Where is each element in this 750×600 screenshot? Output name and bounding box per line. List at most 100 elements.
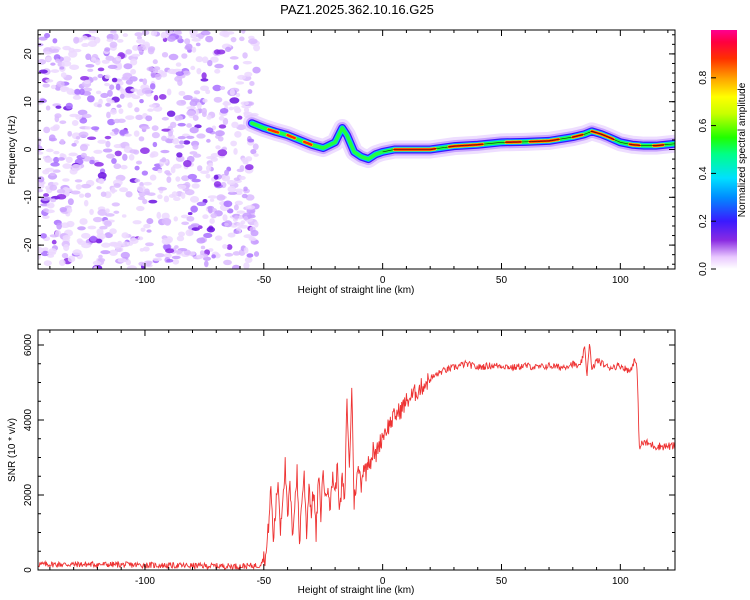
noise-blob (252, 66, 261, 74)
noise-blob (95, 59, 101, 66)
noise-blob (185, 43, 193, 51)
noise-blob (226, 179, 236, 185)
noise-blob (247, 138, 255, 143)
noise-blob (144, 188, 150, 195)
noise-blob (229, 88, 235, 96)
noise-blob (97, 67, 105, 72)
noise-blob (42, 215, 50, 219)
noise-blob (101, 242, 111, 248)
noise-blob (231, 264, 241, 269)
noise-blob (205, 35, 214, 43)
noise-blob (182, 94, 193, 101)
noise-blob (206, 226, 216, 233)
noise-blob (62, 163, 72, 169)
noise-blob (171, 255, 181, 260)
noise-blob (72, 95, 82, 100)
noise-blob (163, 195, 170, 203)
noise-blob (149, 153, 155, 158)
noise-blob (143, 181, 152, 186)
noise-blob (148, 199, 158, 204)
noise-blob (93, 266, 98, 269)
noise-blob (245, 194, 255, 201)
noise-blob (146, 229, 152, 233)
noise-blob (81, 43, 90, 48)
noise-blob (177, 184, 187, 190)
noise-blob (67, 255, 76, 263)
snr-x-tick-label: 100 (612, 576, 629, 587)
noise-blob (75, 114, 83, 120)
noise-blob (160, 72, 168, 78)
snr-x-label: Height of straight line (km) (298, 585, 415, 596)
spectrogram-y-tick-label: 0 (23, 146, 34, 152)
noise-blob (151, 131, 160, 139)
noise-blob (111, 157, 117, 164)
noise-blob (129, 76, 138, 82)
noise-blob (212, 84, 222, 92)
colorbar-label: Normalized spectral amplitude (737, 82, 748, 217)
noise-blob (97, 139, 107, 144)
noise-blob (79, 117, 88, 124)
noise-blob (146, 66, 155, 72)
noise-blob (120, 251, 130, 259)
noise-blob (153, 94, 159, 101)
snr-x-tick-label: -50 (257, 576, 272, 587)
noise-blob (111, 202, 121, 207)
noise-blob (77, 109, 88, 116)
colorbar-tick-label: 0.8 (698, 70, 709, 84)
noise-blob (166, 258, 174, 263)
noise-blob (142, 78, 148, 85)
noise-blob (190, 65, 196, 71)
noise-blob (86, 36, 95, 41)
noise-blob (247, 89, 253, 94)
noise-blob (106, 97, 112, 102)
noise-blob (227, 232, 236, 238)
noise-blob (210, 157, 218, 162)
spectrogram-x-tick-label: 100 (612, 275, 629, 286)
noise-blob (104, 74, 111, 80)
noise-blob (183, 249, 191, 256)
noise-blob (49, 172, 56, 177)
noise-blob (52, 169, 61, 173)
noise-blob (186, 135, 195, 139)
noise-blob (189, 196, 200, 203)
noise-blob (68, 152, 78, 157)
noise-blob (209, 218, 215, 225)
noise-blob (147, 47, 155, 55)
noise-blob (243, 262, 250, 269)
noise-blob (83, 199, 89, 207)
noise-blob (177, 231, 186, 237)
noise-blob (210, 212, 218, 219)
chart-title: PAZ1.2025.362.10.16.G25 (280, 2, 434, 17)
spectrogram-y-tick-label: 10 (23, 96, 34, 108)
colorbar-gradient (711, 30, 737, 269)
noise-blob (207, 59, 213, 67)
noise-blob (249, 81, 255, 87)
snr-frame (37, 329, 676, 571)
noise-blob (132, 45, 139, 51)
noise-blob (104, 47, 111, 52)
noise-blob (105, 213, 115, 217)
noise-blob (181, 221, 189, 226)
noise-blob (189, 100, 198, 107)
noise-blob (46, 202, 55, 209)
noise-blob (138, 136, 145, 142)
noise-blob (117, 258, 127, 263)
noise-blob (233, 204, 239, 211)
noise-blob (166, 110, 176, 117)
noise-blob (147, 108, 154, 112)
colorbar-ticks: 0.0 0.2 0.4 0.6 0.8 (698, 70, 716, 276)
noise-blob (71, 164, 82, 171)
noise-blob (38, 176, 45, 183)
noise-blob (104, 135, 112, 140)
noise-blob (174, 245, 179, 250)
noise-blob (181, 53, 188, 59)
noise-blob (87, 68, 94, 72)
noise-blob (200, 78, 209, 82)
noise-blob (248, 38, 258, 45)
noise-blob (137, 196, 145, 201)
noise-blob (73, 139, 79, 144)
noise-blob (65, 102, 73, 110)
noise-blob (196, 254, 204, 259)
noise-blob (224, 222, 229, 227)
noise-blob (59, 206, 67, 213)
